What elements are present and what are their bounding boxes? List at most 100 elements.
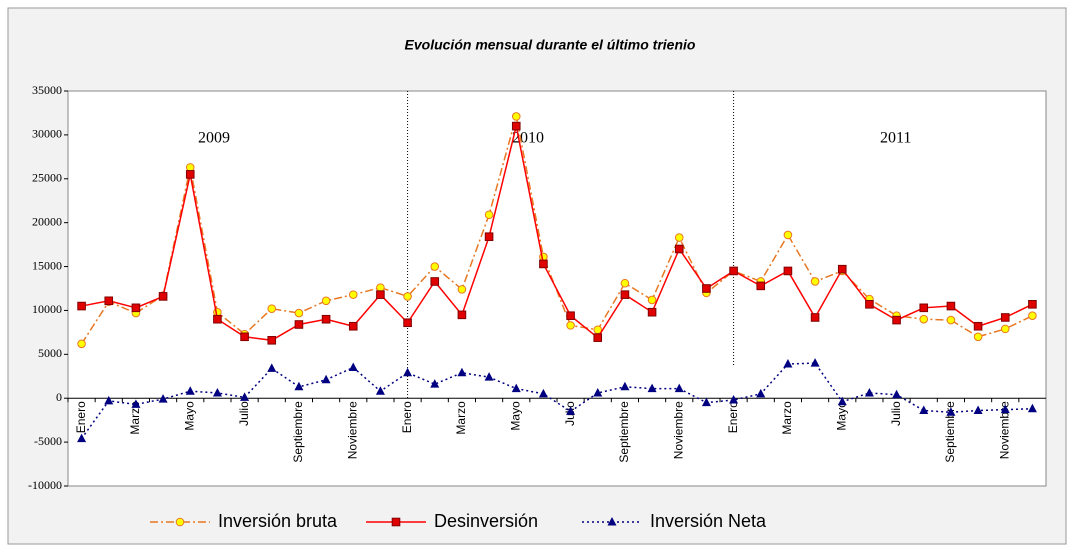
marker (810, 277, 820, 286)
marker (810, 358, 820, 367)
marker (973, 332, 983, 342)
legend-label: Inversión bruta (218, 511, 338, 531)
marker (973, 405, 983, 415)
marker (607, 517, 617, 526)
x-tick-label: Marzo (128, 401, 142, 435)
y-tick-label: 20000 (32, 214, 62, 228)
marker (538, 388, 548, 398)
marker (593, 387, 603, 397)
marker (647, 383, 657, 393)
marker (321, 296, 331, 306)
marker (674, 244, 684, 254)
x-tick-label: Septiembre (291, 401, 305, 463)
x-tick-label: Marzo (454, 401, 468, 435)
y-tick-label: 30000 (32, 127, 62, 141)
marker (566, 311, 575, 321)
marker (1000, 313, 1010, 322)
y-tick-label: 15000 (32, 258, 62, 272)
marker (729, 266, 738, 276)
marker (593, 333, 603, 342)
marker (674, 383, 684, 393)
marker (240, 392, 250, 401)
x-tick-label: Noviembre (671, 401, 685, 459)
x-tick-label: Marzo (780, 401, 794, 435)
marker (430, 262, 440, 271)
x-tick-label: Enero (400, 401, 414, 433)
marker (348, 321, 358, 331)
marker (348, 362, 358, 371)
marker (566, 406, 576, 415)
marker (321, 374, 331, 384)
marker (213, 314, 222, 324)
x-tick-label: Julio (889, 401, 903, 426)
y-tick-label: 25000 (32, 171, 62, 185)
marker (484, 210, 494, 220)
marker (511, 383, 521, 393)
marker (430, 379, 440, 388)
marker (294, 381, 304, 391)
marker (376, 290, 385, 299)
marker (77, 339, 86, 349)
y-tick-label: 0 (56, 390, 62, 404)
marker (946, 407, 956, 416)
marker (539, 259, 548, 269)
x-tick-label: Enero (74, 401, 88, 433)
legend-label: Desinversión (434, 511, 538, 531)
series-line (80, 362, 1033, 440)
x-tick-label: Noviembre (345, 401, 359, 459)
marker (185, 163, 195, 172)
marker (1028, 311, 1037, 321)
x-tick-label: Enero (726, 401, 740, 433)
x-tick-label: Julio (237, 401, 251, 426)
marker (185, 170, 195, 179)
marker (376, 283, 385, 292)
marker (729, 394, 739, 404)
marker (104, 395, 114, 405)
marker (267, 363, 277, 372)
marker (756, 388, 766, 398)
marker (457, 367, 467, 377)
marker (919, 303, 929, 313)
x-tick-label: Mayo (834, 401, 848, 431)
marker (1027, 403, 1037, 413)
marker (391, 517, 401, 527)
marker (294, 320, 304, 329)
marker (647, 295, 657, 305)
marker (620, 278, 630, 288)
marker (403, 292, 412, 301)
marker (131, 303, 141, 313)
x-tick-label: Mayo (182, 401, 196, 431)
marker (267, 335, 277, 345)
marker (158, 292, 168, 301)
marker (294, 308, 304, 318)
marker (240, 332, 249, 342)
marker (511, 112, 521, 121)
x-tick-label: Septiembre (943, 401, 957, 463)
marker (1028, 300, 1037, 309)
marker (946, 315, 956, 325)
y-tick-label: -10000 (28, 478, 62, 492)
marker (185, 386, 195, 395)
marker (620, 290, 630, 299)
annotation: 2009 (198, 130, 230, 147)
x-tick-label: Noviembre (997, 401, 1011, 459)
series-line (81, 125, 1033, 342)
marker (158, 394, 168, 403)
marker (566, 321, 575, 330)
x-tick-label: Septiembre (617, 401, 631, 463)
marker (837, 396, 847, 406)
marker (403, 318, 412, 328)
marker (212, 387, 222, 397)
marker (837, 264, 847, 274)
marker (213, 307, 222, 317)
marker (865, 300, 874, 309)
y-tick-label: -5000 (34, 434, 62, 448)
marker (484, 372, 494, 381)
marker (647, 307, 657, 317)
marker (702, 284, 711, 293)
marker (892, 315, 901, 325)
marker (321, 314, 331, 324)
marker (457, 310, 467, 320)
marker (892, 389, 902, 399)
